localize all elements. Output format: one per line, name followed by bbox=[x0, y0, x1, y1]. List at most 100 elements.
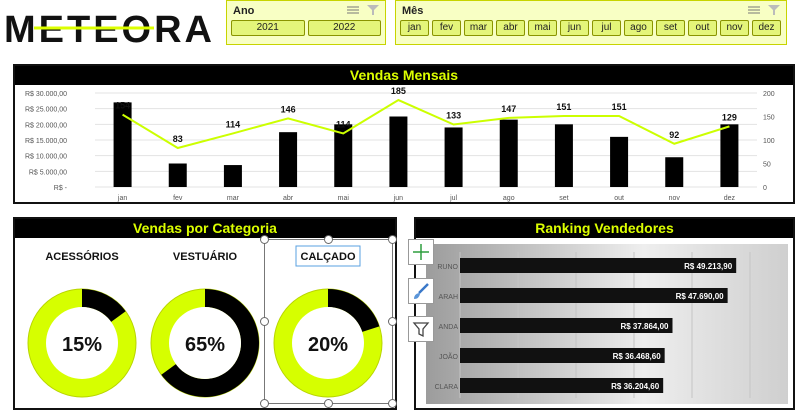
bar-fev bbox=[168, 163, 187, 187]
x-tick-label: jan bbox=[117, 195, 127, 202]
x-tick-label: mar bbox=[227, 195, 240, 202]
y2-tick-label: 0 bbox=[763, 185, 767, 192]
ranking-bar bbox=[460, 348, 665, 363]
brush-icon bbox=[414, 283, 429, 299]
resize-handle[interactable] bbox=[388, 317, 397, 326]
category-panel: Vendas por Categoria ACESSÓRIOS 15% VESTUÁ… bbox=[13, 217, 397, 410]
resize-handle[interactable] bbox=[388, 235, 397, 244]
bar-jan bbox=[113, 102, 132, 187]
data-label: 114 bbox=[226, 119, 241, 129]
slicer-item-abr[interactable]: abr bbox=[496, 20, 525, 36]
y-tick-label: R$ 5.000,00 bbox=[29, 169, 67, 176]
donut-hole bbox=[292, 307, 364, 379]
donut-title: VESTUÁRIO bbox=[173, 250, 238, 263]
funnel-icon bbox=[412, 322, 430, 338]
y-tick-label: R$ 25.000,00 bbox=[25, 107, 67, 114]
x-tick-label: set bbox=[559, 195, 568, 202]
data-label: 114 bbox=[336, 119, 351, 129]
selection-frame[interactable] bbox=[264, 239, 393, 404]
x-tick-label: abr bbox=[283, 195, 294, 202]
ranking-name: ARAH bbox=[439, 294, 458, 301]
slicer-item-ago[interactable]: ago bbox=[624, 20, 653, 36]
data-label: 133 bbox=[446, 110, 461, 120]
y-tick-label: R$ 20.000,00 bbox=[25, 122, 67, 129]
ranking-value: R$ 37.864,00 bbox=[620, 322, 669, 331]
category-title: Vendas por Categoria bbox=[15, 219, 395, 238]
clear-filter-icon[interactable] bbox=[768, 2, 780, 20]
y-tick-label: R$ - bbox=[54, 185, 68, 192]
slicer-mes: Mês jan fev mar abr mai jun jul ago set out nov dez bbox=[395, 0, 787, 45]
slicer-item-jun[interactable]: jun bbox=[560, 20, 589, 36]
x-tick-label: dez bbox=[724, 195, 736, 202]
ranking-value: R$ 36.468,60 bbox=[613, 352, 662, 361]
donut-percent: 15% bbox=[62, 334, 102, 356]
donut-hole bbox=[46, 307, 118, 379]
donut-2: CALÇADO 20% bbox=[273, 245, 383, 398]
donut-0: ACESSÓRIOS 15% bbox=[27, 250, 137, 398]
donut-title: ACESSÓRIOS bbox=[45, 250, 118, 263]
donut-1: VESTUÁRIO 65% bbox=[150, 250, 260, 398]
slicer-item-nov[interactable]: nov bbox=[720, 20, 749, 36]
bar-jun bbox=[389, 116, 408, 187]
y2-tick-label: 150 bbox=[763, 115, 775, 122]
donut-percent: 65% bbox=[185, 334, 225, 356]
slicer-mes-title: Mês bbox=[402, 4, 424, 17]
ranking-chart: RUNO R$ 49.213,90 ARAH R$ 47.690,00 ANDA R$ 3… bbox=[426, 244, 788, 404]
x-tick-label: mai bbox=[338, 195, 350, 202]
data-label: 151 bbox=[612, 102, 627, 112]
slicer-ano: Ano 2021 2022 bbox=[226, 0, 386, 45]
multi-select-icon[interactable] bbox=[748, 2, 760, 20]
chart-elements-button[interactable] bbox=[408, 239, 434, 265]
slicer-item-fev[interactable]: fev bbox=[432, 20, 461, 36]
bar-abr bbox=[279, 132, 298, 187]
bar-mai bbox=[334, 124, 353, 187]
resize-handle[interactable] bbox=[324, 399, 333, 408]
slicer-item-2022[interactable]: 2022 bbox=[307, 20, 381, 36]
chart-styles-button[interactable] bbox=[408, 278, 434, 304]
chart-filters-button[interactable] bbox=[408, 316, 434, 342]
ranking-title: Ranking Vendedores bbox=[416, 219, 793, 238]
data-label: 185 bbox=[391, 86, 406, 96]
ranking-value: R$ 49.213,90 bbox=[684, 262, 733, 271]
y2-tick-label: 100 bbox=[763, 138, 775, 145]
ranking-bar bbox=[460, 378, 664, 393]
bar-nov bbox=[665, 157, 684, 187]
donut-percent: 20% bbox=[308, 334, 348, 356]
slicer-item-mar[interactable]: mar bbox=[464, 20, 493, 36]
x-tick-label: jun bbox=[393, 195, 403, 202]
donut-slice bbox=[161, 289, 259, 397]
slicer-item-jul[interactable]: jul bbox=[592, 20, 621, 36]
data-label: 92 bbox=[669, 130, 679, 140]
ranking-value: R$ 47.690,00 bbox=[676, 292, 725, 301]
slicer-item-jan[interactable]: jan bbox=[400, 20, 429, 36]
x-tick-label: ago bbox=[503, 195, 515, 202]
clear-filter-icon[interactable] bbox=[367, 2, 379, 20]
resize-handle[interactable] bbox=[324, 235, 333, 244]
slicer-ano-title: Ano bbox=[233, 4, 255, 17]
slicer-item-dez[interactable]: dez bbox=[752, 20, 781, 36]
ranking-bar bbox=[460, 318, 673, 333]
category-donuts: ACESSÓRIOS 15% VESTUÁRIO 65% CALÇADO 20% bbox=[27, 245, 383, 398]
selected-label-box bbox=[295, 245, 361, 267]
slicer-item-2021[interactable]: 2021 bbox=[231, 20, 305, 36]
monthly-sales-panel: Vendas Mensais R$ 30.000,00 R$ 25.000,00 R… bbox=[13, 64, 795, 204]
meteora-logo: METEORA bbox=[4, 9, 212, 48]
slicer-item-mai[interactable]: mai bbox=[528, 20, 557, 36]
ranking-bar bbox=[460, 258, 737, 273]
x-tick-label: nov bbox=[669, 195, 681, 202]
x-tick-label: fev bbox=[173, 195, 183, 202]
data-label: 146 bbox=[281, 104, 296, 114]
bar-dez bbox=[720, 124, 739, 187]
data-label: 154 bbox=[115, 101, 130, 111]
donut-slice bbox=[82, 289, 126, 322]
resize-handle[interactable] bbox=[260, 399, 269, 408]
slicer-item-out[interactable]: out bbox=[688, 20, 717, 36]
resize-handle[interactable] bbox=[260, 317, 269, 326]
resize-handle[interactable] bbox=[260, 235, 269, 244]
slicer-item-set[interactable]: set bbox=[656, 20, 685, 36]
monthly-sales-chart: R$ 30.000,00 R$ 25.000,00 R$ 20.000,00 R$ 1… bbox=[25, 86, 775, 202]
resize-handle[interactable] bbox=[388, 399, 397, 408]
ranking-bar bbox=[460, 288, 728, 303]
multi-select-icon[interactable] bbox=[347, 2, 359, 20]
donut-hole bbox=[169, 307, 241, 379]
